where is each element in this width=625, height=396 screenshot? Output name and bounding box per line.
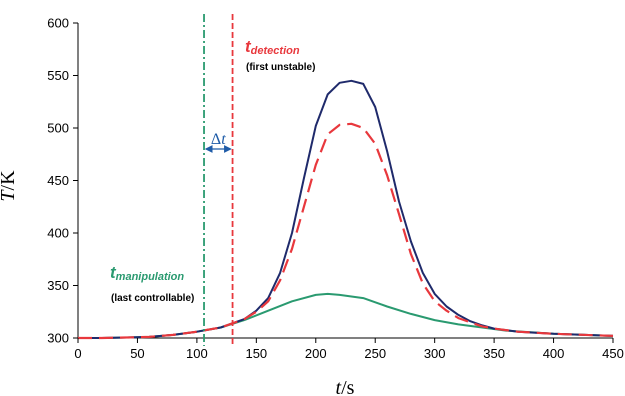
vline-group bbox=[203, 14, 234, 346]
x-tick-label: 200 bbox=[305, 346, 327, 361]
axes bbox=[77, 23, 613, 339]
y-tick-label: 550 bbox=[47, 68, 69, 83]
x-tick-label: 350 bbox=[483, 346, 505, 361]
manipulation-note: (last controllable) bbox=[111, 293, 194, 304]
series-line-0 bbox=[78, 79, 614, 339]
x-tick-label: 450 bbox=[602, 346, 624, 361]
manipulation-label: tmanipulation bbox=[110, 263, 184, 283]
series-line-1 bbox=[78, 122, 614, 340]
x-tick-label: 150 bbox=[245, 346, 267, 361]
delta-t-label: Δt bbox=[211, 131, 226, 148]
x-tick-label: 0 bbox=[74, 346, 81, 361]
y-tick-label: 300 bbox=[47, 331, 69, 346]
detection-label: tdetection bbox=[245, 37, 300, 57]
y-axis-label: T/K bbox=[0, 170, 19, 202]
tick-group: 300 350 400 450 500 550 600 0 50 100 150 200 250 300 3… bbox=[47, 16, 624, 362]
x-tick-label: 400 bbox=[543, 346, 565, 361]
x-tick-label: 250 bbox=[364, 346, 386, 361]
x-tick-label: 100 bbox=[186, 346, 208, 361]
detection-note: (first unstable) bbox=[246, 62, 315, 73]
y-tick-label: 400 bbox=[47, 226, 69, 241]
y-tick-label: 350 bbox=[47, 278, 69, 293]
series-group bbox=[78, 79, 614, 340]
y-tick-label: 450 bbox=[47, 173, 69, 188]
x-axis-label: t/s bbox=[336, 377, 355, 396]
x-tick-label: 300 bbox=[424, 346, 446, 361]
x-tick-label: 50 bbox=[130, 346, 144, 361]
y-tick-label: 500 bbox=[47, 121, 69, 136]
y-tick-label: 600 bbox=[47, 16, 69, 31]
